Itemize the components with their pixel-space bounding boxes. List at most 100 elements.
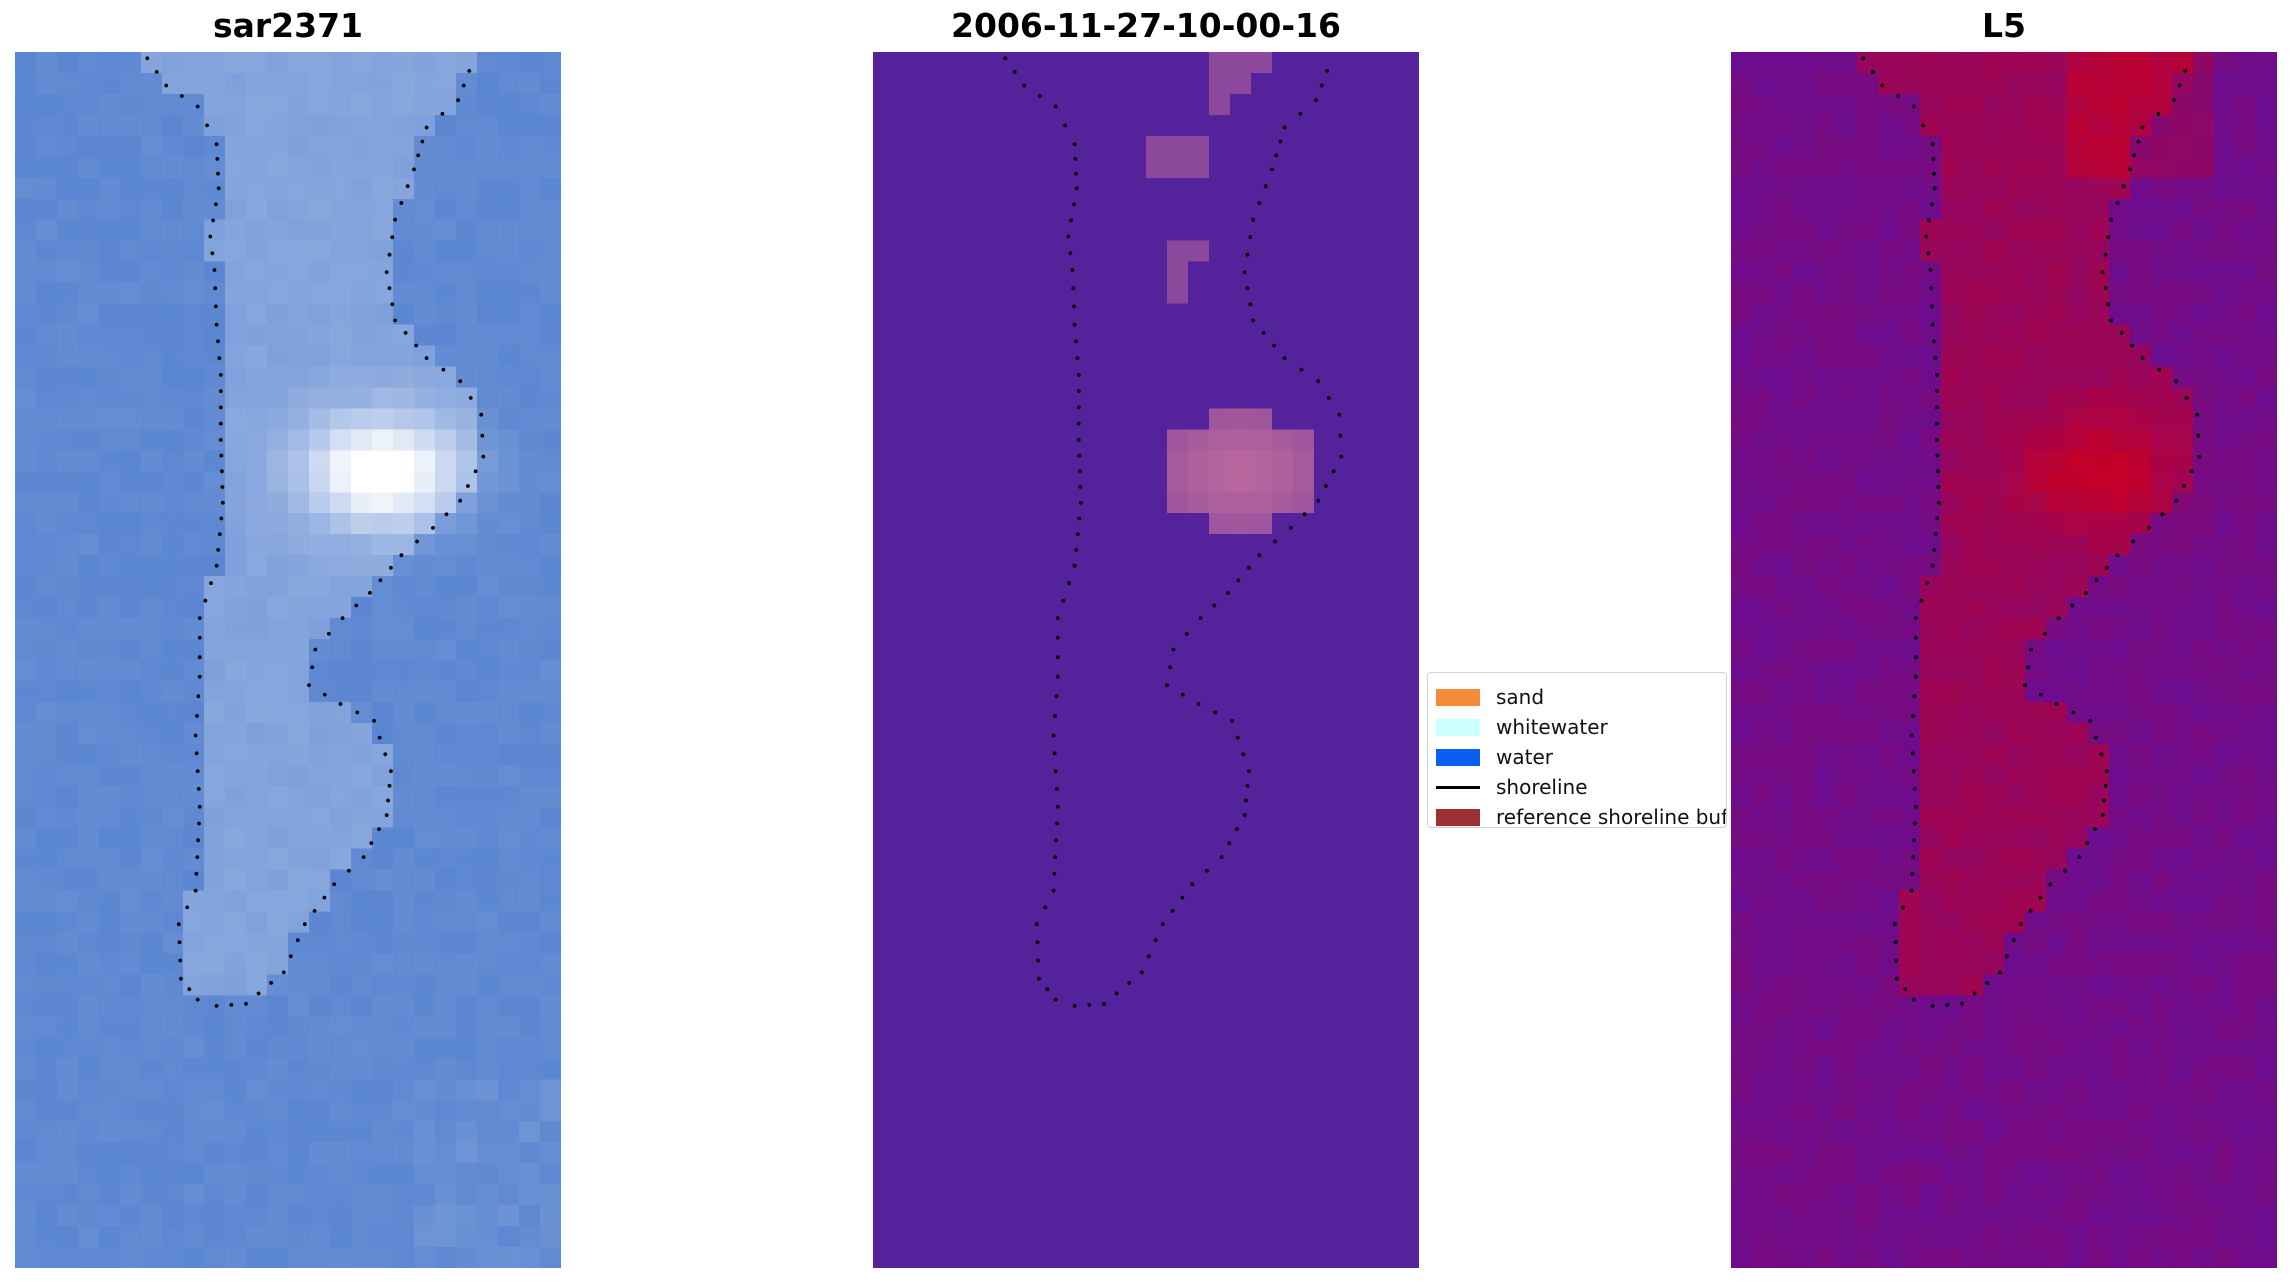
- shoreline-point: [1054, 787, 1059, 791]
- shoreline-point: [1911, 855, 1916, 859]
- shoreline-point: [1227, 841, 1232, 845]
- legend-swatch: [1436, 688, 1480, 706]
- shoreline-point: [1932, 548, 1937, 552]
- shoreline-point: [1241, 752, 1246, 757]
- shoreline-point: [1003, 56, 1008, 61]
- shoreline-point: [216, 339, 220, 344]
- shoreline-point: [1185, 631, 1189, 636]
- shoreline-point: [458, 498, 463, 503]
- shoreline-point: [2071, 710, 2076, 715]
- shoreline-point: [1319, 83, 1324, 88]
- shoreline-point: [2043, 631, 2047, 636]
- panel-title-rgb: sar2371: [212, 6, 364, 45]
- shoreline-point: [1068, 251, 1073, 256]
- shoreline-point: [177, 940, 182, 945]
- shoreline-point: [1076, 389, 1081, 393]
- shoreline-point: [217, 532, 222, 537]
- shoreline-point: [313, 647, 318, 652]
- shoreline-point: [1205, 868, 1209, 873]
- shoreline-point: [1892, 922, 1897, 927]
- shoreline-point: [355, 710, 360, 715]
- shoreline-point: [2130, 343, 2134, 348]
- shoreline-point: [1298, 111, 1303, 116]
- shoreline-point: [1289, 526, 1293, 530]
- shoreline-point: [2018, 922, 2023, 927]
- shoreline-point: [205, 123, 210, 128]
- shoreline-point: [218, 438, 223, 442]
- shoreline-point: [1054, 838, 1058, 843]
- shoreline-point: [1196, 702, 1201, 706]
- shoreline-point: [2140, 125, 2145, 130]
- shoreline-point: [1880, 83, 1885, 88]
- shoreline-point: [1314, 98, 1318, 103]
- shoreline-point: [244, 1001, 248, 1006]
- shoreline-point: [372, 718, 376, 723]
- shoreline-point: [1053, 104, 1058, 109]
- shoreline-point: [1054, 694, 1059, 699]
- shoreline-point: [1230, 718, 1234, 723]
- shoreline-point: [431, 526, 435, 530]
- shoreline-point: [1934, 389, 1939, 393]
- shoreline-point: [393, 217, 397, 222]
- shoreline-point: [1930, 202, 1934, 207]
- shoreline-point: [1985, 981, 1990, 985]
- shoreline-point: [213, 286, 218, 291]
- shoreline-point: [2131, 539, 2135, 544]
- shoreline-point: [1073, 157, 1078, 161]
- shoreline-point: [2088, 718, 2092, 723]
- shoreline-point: [1274, 153, 1279, 158]
- shoreline-point: [2109, 217, 2113, 222]
- panel-title-classification: 2006-11-27-10-00-16: [951, 6, 1341, 45]
- shoreline-point: [2105, 565, 2109, 570]
- legend-item-water: water: [1436, 745, 1553, 769]
- shoreline-point: [1190, 882, 1195, 887]
- shoreline-point: [387, 252, 392, 257]
- shoreline-point: [295, 938, 300, 943]
- legend-label: water: [1496, 745, 1553, 769]
- shoreline-point: [1055, 674, 1060, 679]
- shoreline-point: [1075, 532, 1080, 537]
- shoreline-point: [2048, 882, 2053, 887]
- shoreline-point: [1063, 123, 1067, 128]
- legend-swatch: [1436, 718, 1480, 736]
- shoreline-point: [481, 454, 486, 459]
- shoreline-point: [2195, 412, 2200, 417]
- shoreline-point: [1213, 710, 1218, 715]
- shoreline-point: [1069, 218, 1073, 223]
- shoreline-point: [216, 548, 221, 552]
- shoreline-point: [218, 389, 223, 393]
- shoreline-point: [1165, 683, 1169, 688]
- shoreline-point: [384, 270, 389, 274]
- shoreline-point: [399, 201, 404, 205]
- shoreline-point: [2093, 735, 2098, 740]
- shoreline-point: [1212, 603, 1217, 608]
- shoreline-point: [214, 1004, 219, 1008]
- legend-item-sand: sand: [1436, 685, 1544, 709]
- shoreline-point: [2128, 167, 2132, 172]
- shoreline-point: [378, 578, 383, 583]
- shoreline-point: [1930, 1004, 1935, 1008]
- shoreline-point: [2084, 591, 2088, 595]
- shoreline-point: [1171, 647, 1176, 652]
- shoreline-point: [179, 976, 183, 981]
- shoreline-point: [456, 98, 460, 103]
- shoreline-point: [1273, 539, 1277, 544]
- shoreline-point: [2140, 356, 2145, 360]
- shoreline-point: [1180, 895, 1185, 900]
- shoreline-point: [2070, 603, 2075, 608]
- shoreline-point: [327, 631, 331, 636]
- shoreline-point: [196, 694, 201, 699]
- shoreline-point: [1909, 733, 1914, 738]
- shoreline-point: [1114, 991, 1119, 996]
- shoreline-point: [1911, 769, 1916, 773]
- shoreline-point: [2103, 783, 2108, 788]
- shoreline-point: [1102, 1001, 1106, 1006]
- shoreline-point: [1198, 616, 1203, 620]
- shoreline-point: [466, 484, 470, 488]
- shoreline-point: [2177, 83, 2182, 88]
- shoreline-point: [229, 1003, 234, 1007]
- shoreline-point: [2105, 769, 2109, 773]
- shoreline-point: [368, 591, 372, 595]
- shoreline-point: [458, 379, 463, 384]
- shoreline-point: [440, 111, 445, 116]
